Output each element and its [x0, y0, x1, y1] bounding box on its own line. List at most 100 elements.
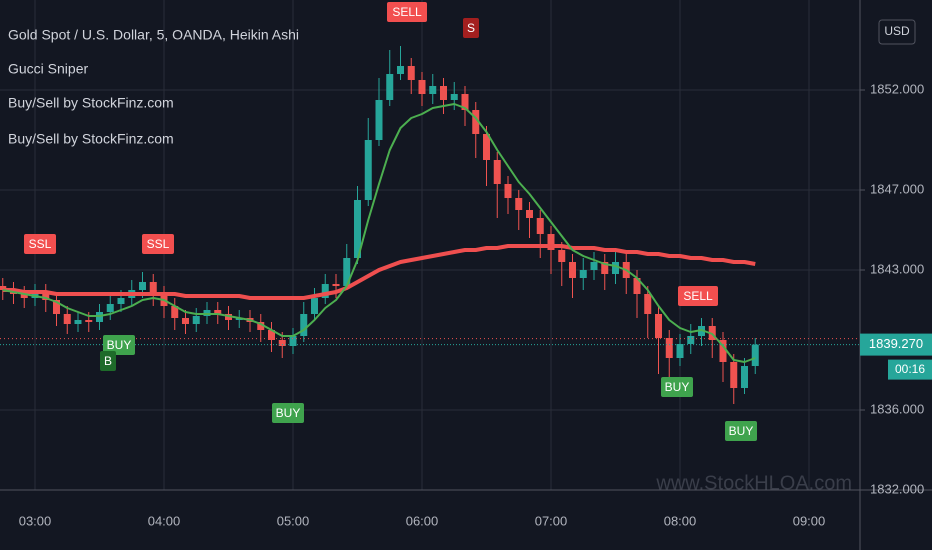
candle-body — [450, 94, 458, 100]
y-tick-label: 1847.000 — [870, 181, 924, 196]
candle-body — [440, 86, 447, 100]
candle-body — [429, 86, 437, 94]
y-tick-label: 1843.000 — [870, 261, 924, 276]
candle-body — [321, 284, 329, 298]
candle-body — [515, 198, 523, 210]
candle-body — [63, 314, 71, 324]
candle-body — [687, 336, 695, 344]
currency-button[interactable] — [878, 19, 916, 45]
candle-body — [117, 298, 125, 304]
candle-body — [719, 340, 727, 362]
candle-body — [472, 110, 480, 134]
indicator-label: Buy/Sell by StockFinz.com — [8, 131, 174, 147]
candle-body — [730, 362, 738, 388]
watermark: www.StockHLOA.com — [655, 472, 852, 494]
candle-body — [20, 294, 28, 298]
plot-area — [0, 46, 759, 404]
indicator-line — [2, 103, 756, 363]
signal-badge — [725, 421, 757, 441]
candle-body — [526, 210, 533, 218]
x-tick-label: 03:00 — [19, 513, 52, 528]
last-price-box — [860, 333, 932, 356]
indicator-label: Gucci Sniper — [8, 61, 88, 77]
candle-body — [418, 80, 426, 94]
x-tick-label: 06:00 — [406, 513, 439, 528]
candle-body — [601, 262, 609, 274]
candle-body — [278, 340, 286, 346]
x-tick-label: 04:00 — [148, 513, 181, 528]
y-tick-label: 1836.000 — [870, 401, 924, 416]
x-tick-label: 09:00 — [793, 513, 826, 528]
candle-body — [483, 134, 490, 160]
candle-body — [558, 250, 566, 262]
candle-body — [364, 140, 372, 200]
candle-body — [85, 320, 93, 322]
signal-label: SELL — [392, 5, 422, 19]
candle-body — [106, 304, 114, 312]
candle-body — [493, 160, 501, 184]
signal-label: SELL — [683, 289, 713, 303]
signal-badge — [661, 377, 693, 397]
signal-badge — [387, 2, 427, 22]
signal-label: S — [467, 21, 475, 35]
countdown-box — [888, 359, 932, 380]
candle-body — [139, 282, 146, 290]
x-tick-label: 07:00 — [535, 513, 568, 528]
candle-body — [590, 262, 598, 270]
candle-body — [182, 318, 189, 324]
signal-label: BUY — [107, 338, 132, 352]
signal-label: SSL — [147, 237, 170, 251]
chart-title: Gold Spot / U.S. Dollar, 5, OANDA, Heiki… — [8, 27, 299, 43]
signal-label: SSL — [29, 237, 52, 251]
signal-badge — [103, 335, 135, 355]
candle-body — [171, 306, 179, 318]
candle-body — [569, 262, 576, 278]
candle-body — [547, 234, 555, 250]
currency-label[interactable]: USD — [884, 24, 910, 38]
candle-body — [504, 184, 512, 198]
signal-label: BUY — [729, 424, 754, 438]
last-price-label: 1839.270 — [869, 336, 923, 351]
candle-body — [665, 338, 673, 358]
signal-label: B — [104, 354, 112, 368]
candle-body — [386, 74, 394, 100]
signal-badge — [272, 403, 304, 423]
candle-body — [311, 298, 318, 314]
y-tick-label: 1852.000 — [870, 81, 924, 96]
candle-body — [53, 300, 60, 314]
candle-body — [676, 344, 684, 358]
candle-body — [192, 316, 200, 324]
candle-body — [343, 258, 351, 286]
indicator-line — [2, 244, 756, 300]
candle-body — [579, 270, 587, 278]
candle-body — [214, 310, 222, 314]
candle-body — [149, 282, 157, 294]
countdown-label: 00:16 — [895, 362, 925, 376]
x-tick-label: 05:00 — [277, 513, 310, 528]
candle-body — [332, 284, 340, 286]
signal-badge — [24, 234, 56, 254]
candle-body — [612, 262, 619, 274]
y-tick-label: 1832.000 — [870, 481, 924, 496]
candle-body — [461, 94, 469, 110]
candle-body — [42, 292, 50, 300]
candle-body — [397, 66, 404, 74]
indicator-label: Buy/Sell by StockFinz.com — [8, 95, 174, 111]
candle-body — [633, 278, 641, 294]
candle-body — [741, 366, 748, 388]
candle-body — [300, 314, 308, 336]
signal-label: BUY — [665, 380, 690, 394]
candle-body — [289, 336, 297, 346]
x-tick-label: 08:00 — [664, 513, 697, 528]
signal-badge — [463, 18, 479, 38]
signal-label: BUY — [276, 406, 301, 420]
candle-body — [644, 294, 652, 314]
candle-body — [536, 218, 544, 234]
candle-body — [375, 100, 383, 140]
candle-body — [354, 200, 361, 258]
candle-body — [268, 330, 275, 340]
signal-badge — [100, 351, 116, 371]
candle-body — [74, 320, 82, 324]
